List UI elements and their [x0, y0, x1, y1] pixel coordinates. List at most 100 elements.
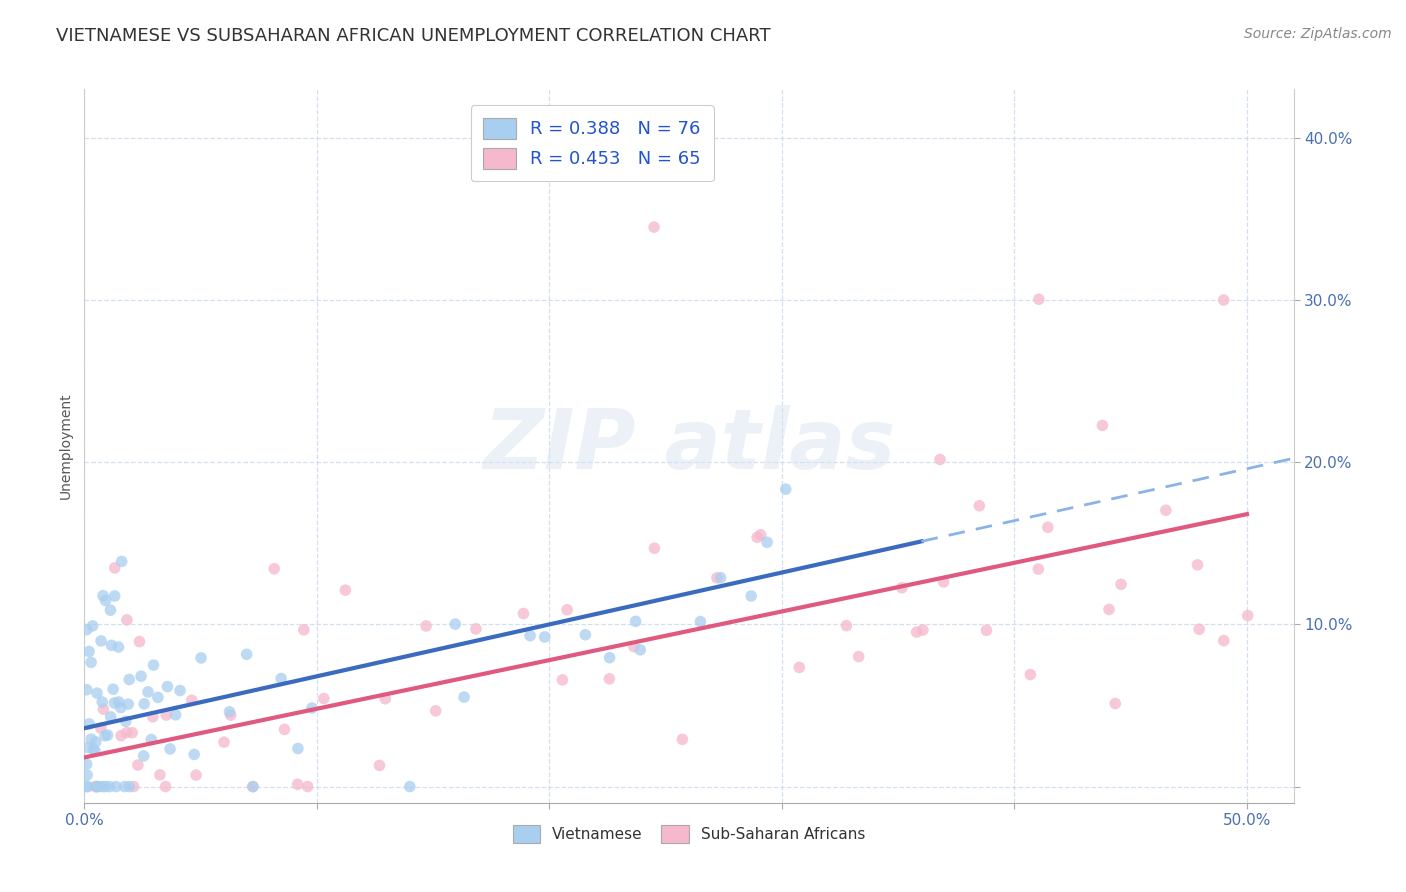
- Point: [115, 613, 138, 627]
- Point: [117, 697, 139, 711]
- Point: [86, 780, 108, 794]
- Point: [76, 623, 98, 637]
- Point: [80, 656, 103, 670]
- Point: [287, 741, 309, 756]
- Point: [82, 619, 104, 633]
- Text: ZIP atlas: ZIP atlas: [482, 406, 896, 486]
- Point: [127, 758, 149, 772]
- Point: [624, 615, 647, 629]
- Point: [82, 742, 104, 756]
- Point: [242, 780, 264, 794]
- Point: [91, 780, 114, 794]
- Point: [1026, 562, 1049, 576]
- Point: [598, 672, 620, 686]
- Point: [121, 725, 143, 739]
- Point: [533, 630, 555, 644]
- Point: [1212, 633, 1234, 648]
- Point: [555, 603, 578, 617]
- Point: [114, 780, 136, 794]
- Point: [1091, 418, 1114, 433]
- Point: [91, 589, 114, 603]
- Point: [747, 530, 769, 544]
- Point: [114, 714, 136, 729]
- Point: [118, 673, 141, 687]
- Point: [218, 705, 240, 719]
- Point: [242, 780, 264, 794]
- Point: [1104, 697, 1126, 711]
- Point: [122, 780, 145, 794]
- Point: [1154, 503, 1177, 517]
- Point: [740, 589, 762, 603]
- Point: [132, 748, 155, 763]
- Point: [100, 638, 122, 652]
- Point: [453, 690, 475, 704]
- Point: [628, 642, 651, 657]
- Point: [91, 695, 114, 709]
- Point: [84, 780, 107, 794]
- Point: [76, 768, 98, 782]
- Point: [835, 618, 858, 632]
- Point: [689, 615, 711, 629]
- Point: [155, 708, 177, 723]
- Point: [929, 452, 952, 467]
- Point: [94, 729, 117, 743]
- Point: [1236, 608, 1258, 623]
- Point: [519, 629, 541, 643]
- Point: [104, 561, 127, 575]
- Point: [312, 691, 335, 706]
- Point: [159, 742, 181, 756]
- Point: [94, 593, 117, 607]
- Point: [76, 682, 98, 697]
- Point: [103, 696, 125, 710]
- Point: [84, 744, 107, 758]
- Point: [292, 623, 315, 637]
- Point: [76, 757, 98, 772]
- Point: [134, 697, 156, 711]
- Point: [848, 649, 870, 664]
- Point: [911, 623, 934, 637]
- Point: [1098, 602, 1121, 616]
- Point: [1212, 293, 1234, 307]
- Point: [118, 780, 141, 794]
- Point: [905, 625, 928, 640]
- Point: [512, 607, 534, 621]
- Point: [235, 648, 257, 662]
- Point: [76, 780, 98, 794]
- Point: [398, 780, 420, 794]
- Point: [76, 780, 98, 794]
- Point: [180, 693, 202, 707]
- Point: [149, 768, 172, 782]
- Point: [976, 624, 998, 638]
- Point: [1019, 667, 1042, 681]
- Point: [263, 562, 285, 576]
- Point: [156, 680, 179, 694]
- Point: [77, 644, 100, 658]
- Point: [90, 634, 112, 648]
- Point: [212, 735, 235, 749]
- Point: [551, 673, 574, 687]
- Point: [136, 685, 159, 699]
- Text: Source: ZipAtlas.com: Source: ZipAtlas.com: [1244, 27, 1392, 41]
- Point: [98, 780, 121, 794]
- Point: [1109, 577, 1132, 591]
- Point: [671, 732, 693, 747]
- Point: [115, 725, 138, 739]
- Point: [374, 691, 396, 706]
- Point: [128, 634, 150, 648]
- Point: [1187, 558, 1209, 572]
- Point: [184, 768, 207, 782]
- Point: [1028, 293, 1050, 307]
- Point: [891, 581, 914, 595]
- Point: [415, 619, 437, 633]
- Point: [84, 735, 107, 749]
- Point: [84, 780, 107, 794]
- Point: [87, 780, 110, 794]
- Point: [335, 583, 357, 598]
- Point: [270, 672, 292, 686]
- Point: [287, 777, 309, 791]
- Point: [444, 617, 467, 632]
- Point: [100, 603, 122, 617]
- Point: [90, 721, 112, 735]
- Point: [749, 528, 772, 542]
- Point: [107, 695, 129, 709]
